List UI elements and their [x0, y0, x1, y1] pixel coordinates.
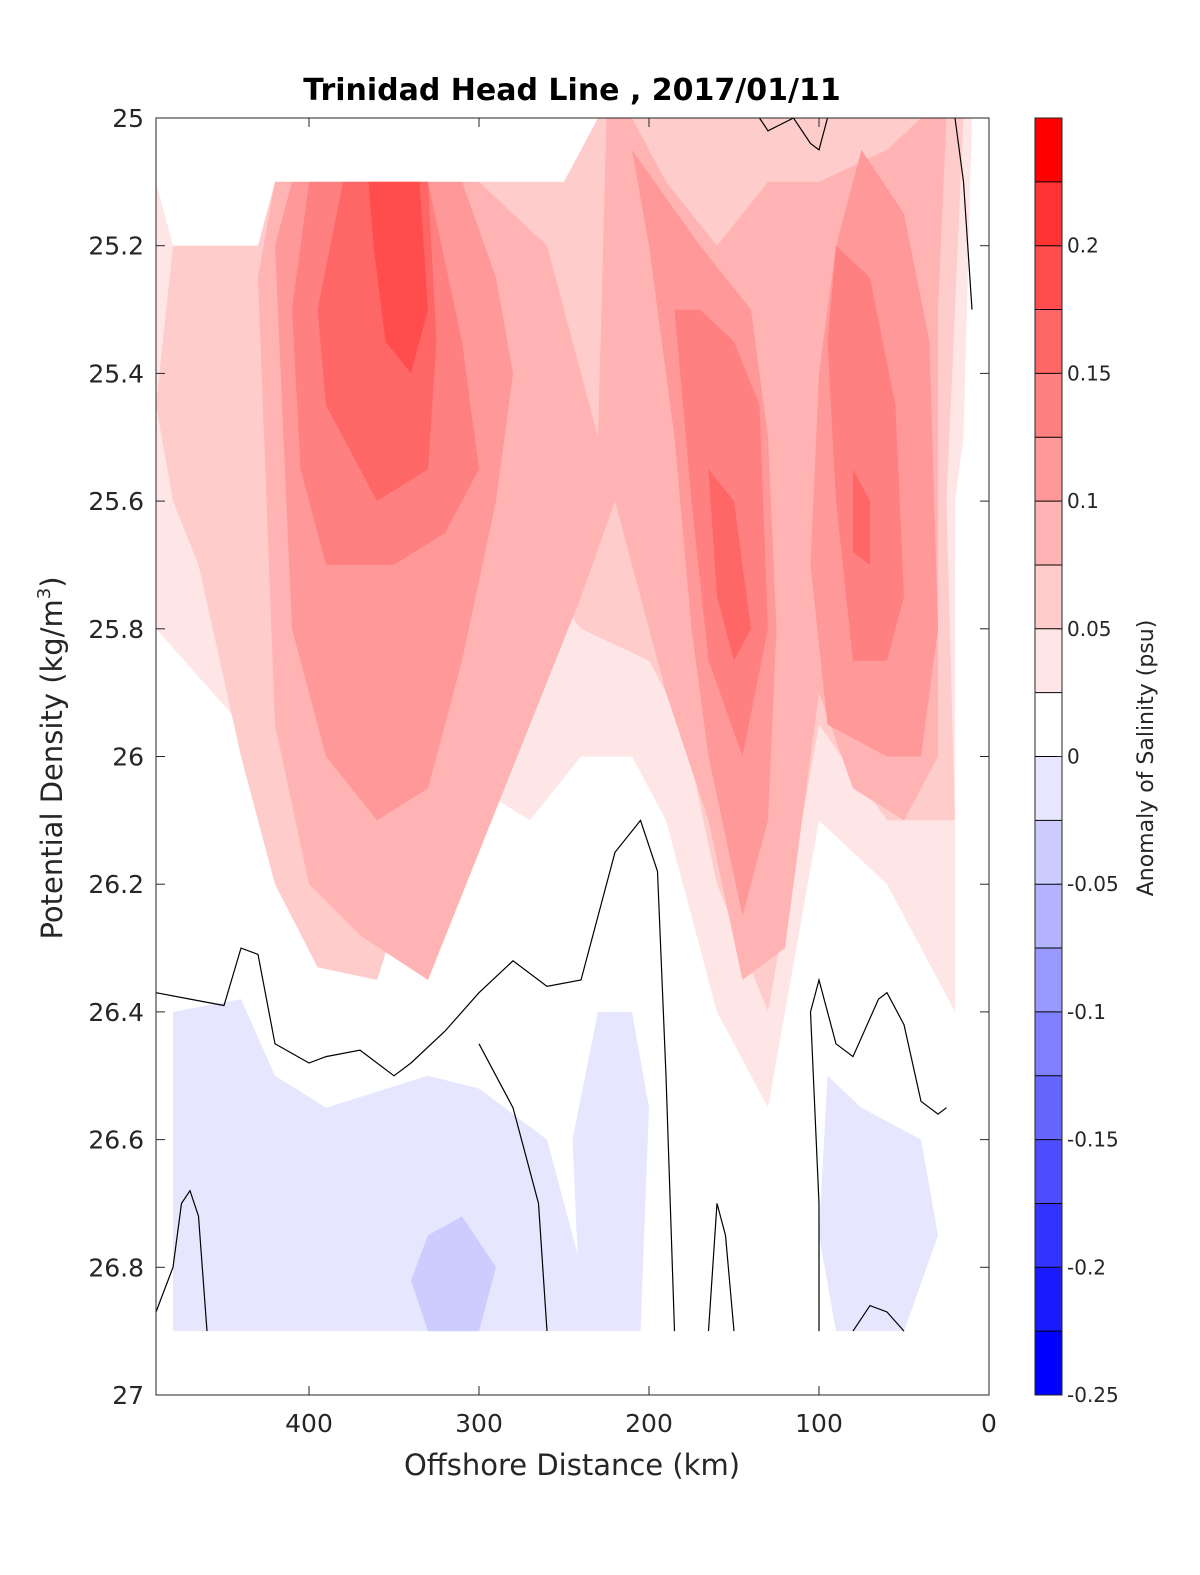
colorbar-tick-label-7: -0.15 — [1067, 1128, 1119, 1152]
colorbar-swatch-5 — [1035, 1011, 1062, 1076]
y-axis-label-superscript: 3 — [34, 588, 55, 599]
zero-contour-line-6 — [759, 117, 829, 151]
colorbar-swatch-17 — [1035, 245, 1062, 310]
colorbar-swatch-1 — [1035, 1267, 1062, 1332]
zero-contour-line-7 — [954, 117, 973, 310]
zero-contour-line-1 — [809, 977, 947, 1332]
colorbar-ticks: 0.2 0.15 0.1 0.05 0 -0.05 -0.1 -0.15 -0.2 -0.25 — [1057, 234, 1119, 1407]
x-tick-label-4: 0 — [981, 1409, 997, 1438]
x-tick-label-2: 200 — [625, 1409, 673, 1438]
colorbar-swatch-18 — [1035, 181, 1062, 246]
colorbar-tick-label-3: 0.05 — [1067, 617, 1112, 641]
y-tick-label-10: 27 — [112, 1381, 144, 1410]
colorbar-swatch-12 — [1035, 564, 1062, 629]
contour-region-13 — [368, 181, 428, 374]
y-axis-label-end: ) — [35, 576, 69, 587]
contour-region-17 — [411, 1216, 496, 1332]
colorbar-tick-label-2: 0.1 — [1067, 489, 1099, 513]
colorbar-tick-label-1: 0.15 — [1067, 361, 1112, 385]
colorbar-tick-label-0: 0.2 — [1067, 234, 1099, 258]
zero-contour-line-5 — [852, 1304, 905, 1332]
chart-title: Trinidad Head Line , 2017/01/11 — [303, 73, 840, 108]
colorbar-swatch-6 — [1035, 948, 1062, 1012]
contour-fill-layer — [156, 118, 981, 1332]
colorbar-swatch-8 — [1035, 820, 1062, 885]
zero-contour-line-4 — [155, 1189, 208, 1332]
y-tick-label-7: 26.4 — [88, 998, 144, 1027]
y-tick-label-6: 26.2 — [88, 870, 144, 899]
x-axis: 400 300 200 100 0 — [285, 118, 997, 1438]
colorbar-swatch-16 — [1035, 309, 1062, 374]
colorbar-swatch-19 — [1035, 118, 1062, 182]
zero-contour-line-0 — [155, 819, 676, 1332]
x-axis-label: Offshore Distance (km) — [404, 1448, 740, 1482]
colorbar-swatch-15 — [1035, 373, 1062, 438]
colorbar-tick-label-4: 0 — [1067, 745, 1080, 769]
colorbar — [1035, 118, 1062, 1395]
colorbar-swatch-3 — [1035, 1139, 1062, 1204]
contour-region-16 — [819, 1075, 938, 1332]
contour-region-12 — [853, 469, 870, 565]
colorbar-swatch-10 — [1035, 692, 1062, 757]
y-axis-label-main: Potential Density (kg/m — [35, 599, 69, 939]
colorbar-tick-label-8: -0.2 — [1067, 1255, 1106, 1279]
colorbar-swatch-13 — [1035, 501, 1062, 565]
x-tick-label-1: 300 — [455, 1409, 503, 1438]
zero-contour-layer — [155, 117, 973, 1332]
colorbar-tick-label-9: -0.25 — [1067, 1383, 1119, 1407]
x-tick-label-3: 100 — [795, 1409, 843, 1438]
y-tick-label-4: 25.8 — [88, 615, 144, 644]
contour-region-15 — [572, 1011, 649, 1332]
y-tick-label-9: 26.8 — [88, 1253, 144, 1282]
colorbar-label: Anomaly of Salinity (psu) — [1134, 620, 1159, 897]
colorbar-tick-label-6: -0.1 — [1067, 1000, 1106, 1024]
colorbar-swatch-4 — [1035, 1075, 1062, 1140]
colorbar-swatch-0 — [1035, 1331, 1062, 1395]
colorbar-swatch-9 — [1035, 756, 1062, 821]
y-tick-label-0: 25 — [112, 104, 144, 133]
y-tick-label-2: 25.4 — [88, 359, 144, 388]
colorbar-tick-label-5: -0.05 — [1067, 872, 1119, 896]
colorbar-swatch-11 — [1035, 628, 1062, 693]
y-tick-label-3: 25.6 — [88, 487, 144, 516]
y-tick-label-8: 26.6 — [88, 1126, 144, 1155]
x-tick-label-0: 400 — [285, 1409, 333, 1438]
y-tick-label-1: 25.2 — [88, 232, 144, 261]
colorbar-swatch-14 — [1035, 437, 1062, 502]
contour-region-14 — [173, 999, 598, 1332]
zero-contour-line-2 — [478, 1043, 548, 1332]
y-axis: 25 25.2 25.4 25.6 25.8 26 26.2 26.4 26.6 26.8 27 — [88, 104, 989, 1410]
y-axis-label: Potential Density (kg/m3) — [34, 576, 69, 939]
y-tick-label-5: 26 — [112, 743, 144, 772]
colorbar-swatch-2 — [1035, 1203, 1062, 1268]
colorbar-swatch-7 — [1035, 884, 1062, 949]
zero-contour-line-3 — [707, 1203, 735, 1332]
contour-region-11 — [708, 469, 751, 661]
contour-region-9 — [827, 245, 904, 661]
